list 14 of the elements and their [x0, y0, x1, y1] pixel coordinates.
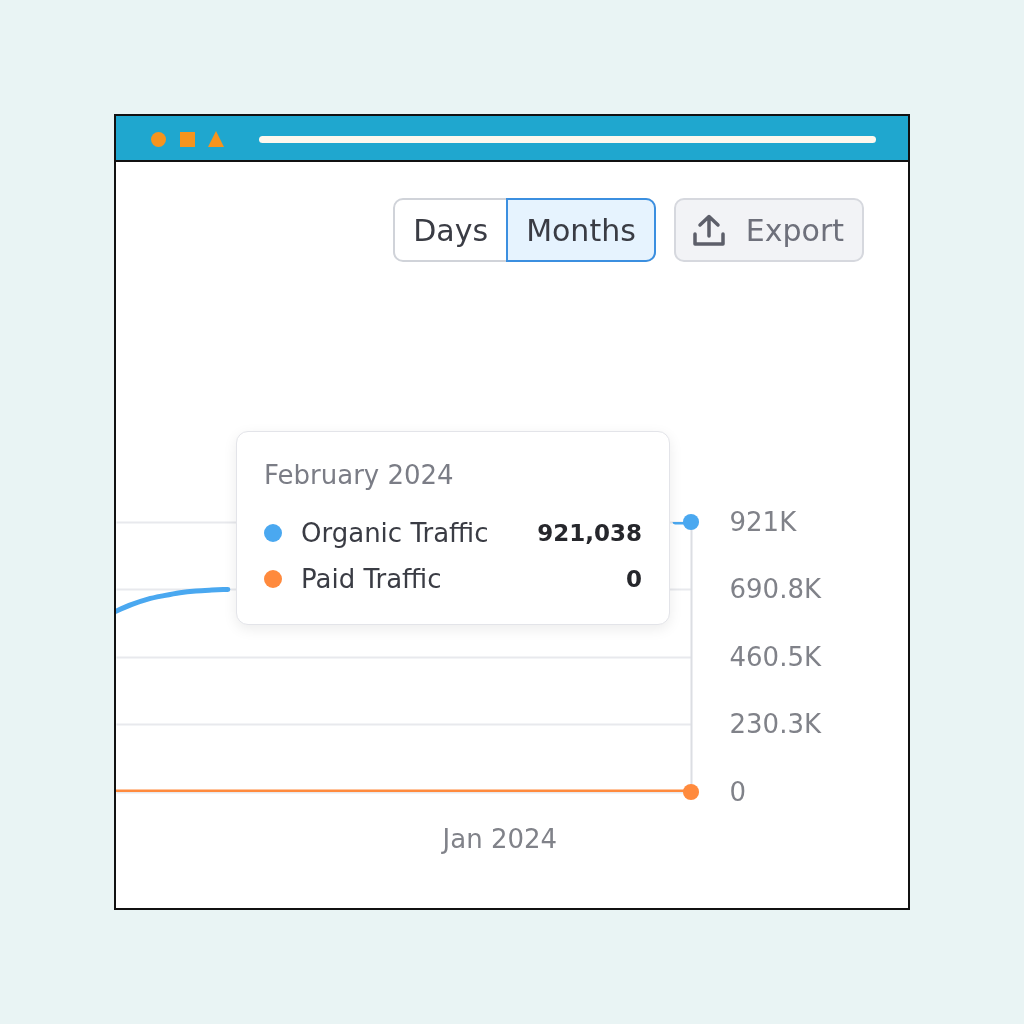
toggle-button[interactable]: Days — [395, 200, 507, 260]
y-tick-label: 460.5K — [729, 641, 822, 672]
y-tick-label: 230.3K — [729, 708, 822, 739]
toggle-button[interactable]: Months — [506, 198, 656, 262]
data-label: 921,038 — [537, 520, 642, 546]
x-tick-label: Jan 2024 — [440, 823, 558, 854]
y-tick-label: 690.8K — [729, 573, 822, 604]
y-tick-label: 921K — [729, 506, 798, 537]
legend-label: Paid Traffic — [301, 564, 443, 594]
annotation: 0 — [625, 566, 642, 592]
text: February 2024 — [264, 460, 454, 490]
legend-label: Organic Traffic — [301, 518, 490, 548]
export-button[interactable]: Export — [673, 198, 864, 262]
y-tick-label: 0 — [729, 776, 747, 807]
